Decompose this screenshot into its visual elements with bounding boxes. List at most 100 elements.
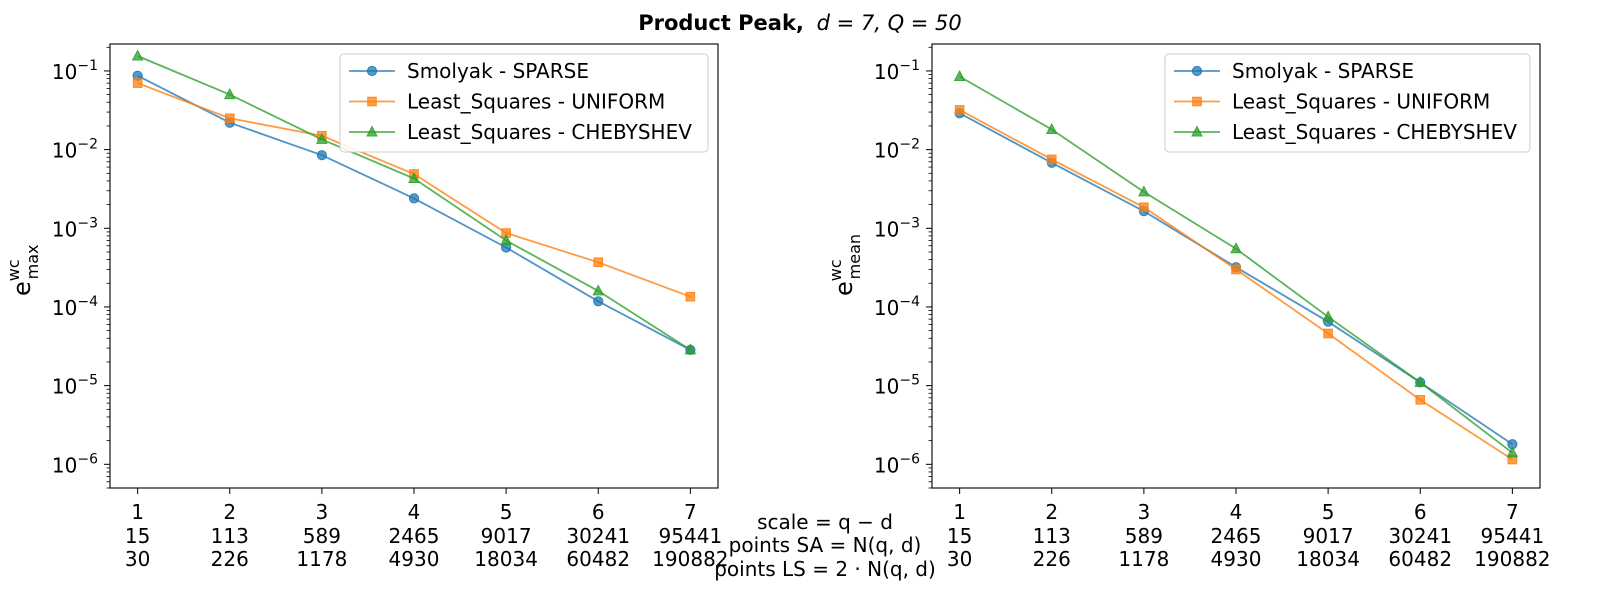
y-tick-mantissa: 10 [874, 453, 899, 477]
y-tick-mantissa: 10 [52, 60, 77, 84]
data-point [684, 343, 697, 355]
x-tick-label: 4930 [389, 547, 440, 571]
y-tick-exponent: −2 [899, 137, 920, 153]
x-tick-label: 2465 [1211, 524, 1262, 548]
legend-marker [1191, 65, 1203, 77]
y-tick-label: 10−6 [52, 451, 98, 477]
y-tick-mantissa: 10 [874, 296, 899, 320]
x-tick-label: 1 [131, 500, 144, 524]
y-tick-mantissa: 10 [874, 60, 899, 84]
plot-frame [931, 43, 1541, 489]
data-point [592, 284, 605, 296]
legend-label: Smolyak - SPARSE [1232, 59, 1414, 83]
y-tick-exponent: −6 [77, 451, 98, 467]
legend: Smolyak - SPARSE Least_Squares - UNIFORM L… [1164, 53, 1531, 153]
x-tick-label: 30 [947, 547, 972, 571]
figure-title-bold: Product Peak, [638, 11, 804, 35]
x-tick-label: 589 [303, 524, 341, 548]
y-tick-mantissa: 10 [874, 139, 899, 163]
x-tick-label: 95441 [659, 524, 723, 548]
x-tick-label: 9017 [481, 524, 532, 548]
y-axis-label-sub: mean [845, 234, 864, 279]
data-point [1414, 375, 1427, 387]
legend-label: Least_Squares - UNIFORM [1232, 90, 1490, 114]
data-point [953, 69, 966, 81]
y-axis-label-sup: wc [826, 259, 845, 281]
x-tick-label: 226 [211, 547, 249, 571]
y-tick-label: 10−2 [874, 137, 920, 163]
legend-marker [1192, 96, 1202, 107]
series-line [959, 112, 1513, 445]
x-tick-label: 1 [953, 500, 966, 524]
x-axis-label-scale: scale = q − d [757, 510, 893, 534]
x-tick-label: 4 [408, 500, 421, 524]
x-tick-label: 3 [1138, 500, 1151, 524]
data-point [1323, 328, 1333, 339]
y-tick-mantissa: 10 [874, 217, 899, 241]
x-tick-label: 2465 [389, 524, 440, 548]
x-tick-label: 226 [1033, 547, 1071, 571]
data-point [685, 291, 696, 302]
y-tick-label: 10−1 [52, 58, 98, 84]
y-tick-mantissa: 10 [52, 139, 77, 163]
y-tick-label: 10−3 [874, 215, 920, 241]
legend-box [339, 53, 709, 153]
data-point [408, 171, 420, 183]
data-point [1230, 242, 1242, 254]
left-plot-max-error: 10−610−510−410−310−210−11153021132263589… [4, 43, 729, 571]
data-point [223, 88, 236, 100]
x-tick-label: 5 [1322, 500, 1335, 524]
y-tick-exponent: −6 [899, 451, 920, 467]
legend-marker [366, 125, 378, 137]
data-point [1045, 122, 1058, 135]
x-tick-label: 5 [500, 500, 513, 524]
x-axis-description: scale = q − d points SA = N(q, d) points… [714, 510, 936, 581]
data-point [1506, 446, 1519, 458]
x-tick-label: 589 [1125, 524, 1163, 548]
legend-marker [366, 65, 378, 77]
y-tick-exponent: −3 [77, 215, 98, 231]
x-tick-label: 30241 [1388, 524, 1452, 548]
data-point [593, 257, 604, 268]
y-axis-label-sup: wc [4, 259, 23, 281]
data-point [224, 113, 235, 124]
series-line [959, 109, 1513, 461]
legend-box [1164, 53, 1531, 153]
y-axis-label: ewcmean [826, 234, 864, 296]
x-tick-label: 30 [125, 547, 150, 571]
x-tick-label: 18034 [474, 547, 538, 571]
x-axis-label-points-sa: points SA = N(q, d) [729, 533, 922, 557]
data-point [131, 49, 144, 61]
y-tick-label: 10−3 [52, 215, 98, 241]
data-point [1139, 202, 1149, 213]
y-tick-exponent: −2 [77, 137, 98, 153]
y-tick-label: 10−6 [874, 451, 920, 477]
x-tick-label: 3 [316, 500, 329, 524]
x-tick-label: 7 [1506, 500, 1519, 524]
x-tick-label: 15 [947, 524, 972, 548]
x-tick-label: 4 [1230, 500, 1243, 524]
legend-marker [367, 96, 377, 107]
y-axis-label: ewcmax [4, 244, 42, 296]
legend-label: Least_Squares - CHEBYSHEV [407, 120, 692, 144]
y-tick-label: 10−5 [52, 373, 98, 399]
x-tick-label: 2 [1045, 500, 1058, 524]
x-tick-label: 1178 [296, 547, 347, 571]
legend-marker [1191, 125, 1203, 137]
y-tick-mantissa: 10 [52, 296, 77, 320]
x-tick-label: 9017 [1303, 524, 1354, 548]
y-tick-exponent: −1 [77, 58, 98, 74]
x-tick-label: 113 [1033, 524, 1071, 548]
x-tick-label: 1178 [1118, 547, 1169, 571]
y-axis-label-sub: max [23, 244, 42, 279]
y-tick-mantissa: 10 [52, 217, 77, 241]
x-tick-label: 6 [1414, 500, 1427, 524]
data-point [500, 233, 512, 245]
x-tick-label: 18034 [1296, 547, 1360, 571]
data-point [954, 105, 965, 115]
data-point [132, 78, 143, 88]
y-tick-label: 10−5 [874, 373, 920, 399]
x-tick-label: 113 [211, 524, 249, 548]
y-tick-label: 10−4 [874, 294, 920, 320]
plot-frame [109, 43, 719, 489]
